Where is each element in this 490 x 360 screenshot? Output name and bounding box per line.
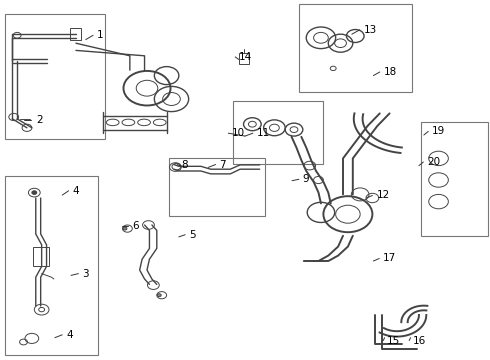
Text: 4: 4 — [73, 186, 79, 196]
Text: 9: 9 — [303, 174, 310, 184]
Text: 2: 2 — [36, 114, 43, 125]
Text: 19: 19 — [432, 126, 445, 136]
Text: 20: 20 — [427, 157, 441, 167]
Bar — [421, 122, 488, 236]
Text: 11: 11 — [257, 128, 270, 138]
Text: 6: 6 — [132, 221, 139, 231]
Bar — [299, 4, 412, 92]
Bar — [70, 28, 81, 40]
Bar — [169, 158, 265, 216]
Text: 8: 8 — [181, 159, 188, 170]
Text: 3: 3 — [82, 269, 89, 279]
Bar — [33, 247, 49, 266]
Bar — [5, 176, 98, 355]
Circle shape — [123, 227, 127, 230]
Text: 18: 18 — [384, 67, 397, 77]
Text: 13: 13 — [364, 25, 377, 35]
Text: 4: 4 — [66, 330, 73, 340]
Text: 1: 1 — [97, 30, 104, 40]
Circle shape — [157, 294, 161, 297]
Text: 16: 16 — [413, 336, 426, 346]
Bar — [239, 53, 249, 64]
Bar — [5, 14, 105, 139]
Circle shape — [32, 191, 37, 194]
Bar — [233, 101, 323, 164]
Text: 7: 7 — [219, 159, 226, 170]
Text: 14: 14 — [239, 52, 252, 62]
Text: 5: 5 — [190, 230, 196, 240]
Text: 10: 10 — [232, 128, 245, 138]
Text: 17: 17 — [383, 253, 396, 264]
Text: 15: 15 — [387, 336, 400, 346]
Text: 12: 12 — [376, 190, 390, 201]
